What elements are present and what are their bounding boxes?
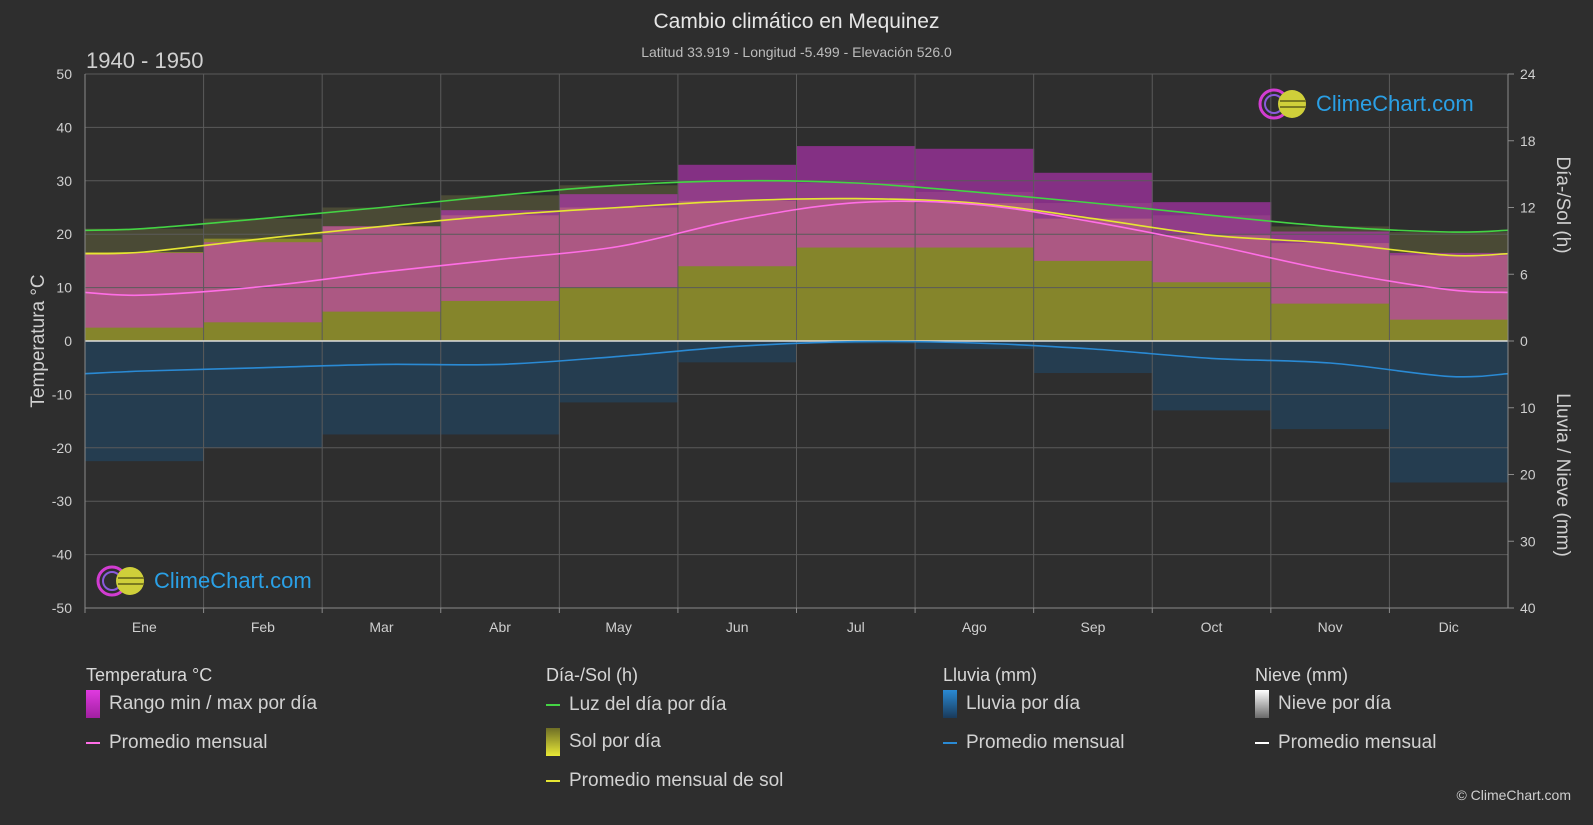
right-axis-top-label: Día-/Sol (h) xyxy=(1552,156,1573,253)
right-top-tick-label: 18 xyxy=(1520,133,1536,149)
month-label: Jun xyxy=(726,619,749,635)
sun-swatch xyxy=(546,728,560,756)
climate-chart: 50 40 30 20 10 0 -10 -20 -30 -40 -50 24 18 12 6 0 10 20 30… xyxy=(28,66,1573,635)
left-axis-label: Temperatura °C xyxy=(28,274,49,407)
temp-range-band-10 xyxy=(1152,202,1272,283)
right-top-tick-label: 12 xyxy=(1520,200,1536,216)
month-label: Ago xyxy=(962,619,987,635)
brand-name-top: ClimeChart.com xyxy=(1316,91,1474,116)
right-bottom-tick-label: 30 xyxy=(1520,533,1536,549)
legend-snow-avg-label: Promedio mensual xyxy=(1278,732,1437,753)
snow-swatch xyxy=(1255,690,1269,718)
left-tick-label: -50 xyxy=(52,600,72,616)
period-label: 1940 - 1950 xyxy=(86,48,204,73)
legend-sun-avg-label: Promedio mensual de sol xyxy=(569,770,784,791)
legend-heading-temperature: Temperatura °C xyxy=(86,665,213,685)
rain-avg-swatch xyxy=(943,742,957,744)
legend-snow-label: Nieve por día xyxy=(1278,693,1392,714)
left-tick-label: -10 xyxy=(52,386,72,402)
legend-daylight: Luz del día por día xyxy=(546,694,726,716)
left-tick-label: 50 xyxy=(56,66,72,82)
legend-rain-avg-label: Promedio mensual xyxy=(966,732,1125,753)
copyright: © ClimeChart.com xyxy=(1456,787,1571,803)
temp-range-band-12 xyxy=(1389,252,1508,320)
left-tick-label: -20 xyxy=(52,440,72,456)
legend-sun-label: Sol por día xyxy=(569,731,661,752)
legend-snow-avg: Promedio mensual xyxy=(1255,732,1436,754)
chart-subtitle: Latitud 33.919 - Longitud -5.499 - Eleva… xyxy=(641,44,952,60)
left-tick-label: 40 xyxy=(56,119,72,135)
legend-heading-rain: Lluvia (mm) xyxy=(943,665,1038,685)
sun-avg-swatch xyxy=(546,780,560,782)
rain-band-3 xyxy=(322,341,442,435)
rain-avg-line xyxy=(85,340,1508,378)
month-label: May xyxy=(605,619,631,635)
right-top-tick-label: 0 xyxy=(1520,333,1528,349)
temp-range-band-1 xyxy=(85,252,205,328)
rain-band-11 xyxy=(1270,341,1390,430)
month-label: Sep xyxy=(1080,619,1105,635)
temp-range-swatch xyxy=(86,690,100,718)
legend-rain-avg: Promedio mensual xyxy=(943,732,1124,754)
temp-range-band-8 xyxy=(915,148,1035,248)
legend-heading-snow: Nieve (mm) xyxy=(1255,665,1348,685)
rain-band-5 xyxy=(559,341,679,403)
month-label: Feb xyxy=(251,619,275,635)
month-label: Abr xyxy=(489,619,511,635)
legend-heading-daylight: Día-/Sol (h) xyxy=(546,665,639,685)
daylight-line xyxy=(85,179,1508,233)
legend-snow: Nieve por día xyxy=(1255,690,1391,718)
right-bottom-tick-label: 10 xyxy=(1520,400,1536,416)
temp-range-band-9 xyxy=(1033,172,1153,261)
legend-temp-avg: Promedio mensual xyxy=(86,732,267,754)
right-bottom-tick-label: 20 xyxy=(1520,467,1536,483)
month-label: Jul xyxy=(847,619,865,635)
rain-band-10 xyxy=(1152,341,1272,411)
daylight-swatch xyxy=(546,704,560,706)
temp-range-band-7 xyxy=(796,146,916,248)
snow-avg-swatch xyxy=(1255,742,1269,744)
right-bottom-tick-label: 40 xyxy=(1520,600,1536,616)
temp-range-band-3 xyxy=(322,226,442,312)
climechart-logo-icon xyxy=(1258,88,1306,120)
climechart-logo-icon xyxy=(96,565,144,597)
legend-sun-avg: Promedio mensual de sol xyxy=(546,770,783,792)
left-tick-label: 20 xyxy=(56,226,72,242)
right-top-tick-label: 24 xyxy=(1520,66,1536,82)
brand-name-bottom: ClimeChart.com xyxy=(154,568,312,593)
month-label: Ene xyxy=(132,619,157,635)
legend-sun: Sol por día xyxy=(546,728,661,756)
rain-swatch xyxy=(943,690,957,718)
month-label: Oct xyxy=(1201,619,1223,635)
rain-band-12 xyxy=(1389,341,1508,483)
sunshine-avg-line xyxy=(85,197,1508,257)
legend-temp-range-label: Rango min / max por día xyxy=(109,693,318,714)
legend-temp-range: Rango min / max por día xyxy=(86,690,317,718)
month-label: Dic xyxy=(1439,619,1459,635)
right-top-tick-label: 6 xyxy=(1520,266,1528,282)
rain-band-4 xyxy=(440,341,560,435)
temp-avg-line xyxy=(85,200,1508,297)
legend-rain-label: Lluvia por día xyxy=(966,693,1081,714)
rain-band-6 xyxy=(677,341,797,363)
month-label: Mar xyxy=(369,619,393,635)
temp-avg-swatch xyxy=(86,742,100,744)
month-label: Nov xyxy=(1318,619,1343,635)
left-tick-label: -40 xyxy=(52,547,72,563)
left-tick-label: 10 xyxy=(56,280,72,296)
legend-temp-avg-label: Promedio mensual xyxy=(109,732,268,753)
left-tick-label: 0 xyxy=(64,333,72,349)
rain-band-1 xyxy=(85,341,205,462)
right-axis-bottom-label: Lluvia / Nieve (mm) xyxy=(1552,393,1573,557)
chart-title: Cambio climático en Mequinez xyxy=(653,10,940,33)
legend-rain: Lluvia por día xyxy=(943,690,1080,718)
legend-daylight-label: Luz del día por día xyxy=(569,694,727,715)
brand-logo-top[interactable]: ClimeChart.com xyxy=(1258,88,1474,120)
left-tick-label: -30 xyxy=(52,493,72,509)
rain-band-8 xyxy=(915,341,1035,350)
brand-logo-bottom[interactable]: ClimeChart.com xyxy=(96,565,312,597)
left-tick-label: 30 xyxy=(56,173,72,189)
